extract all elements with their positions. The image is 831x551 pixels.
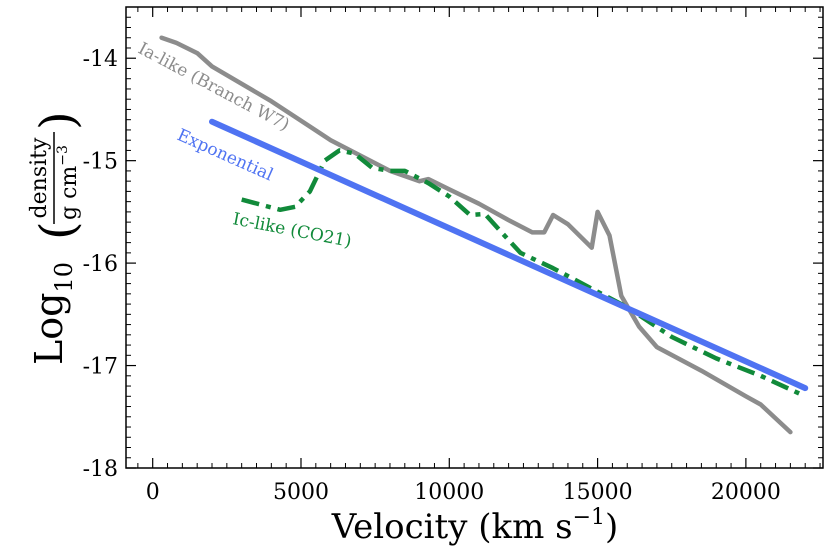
x-axis-title-sup: −1	[573, 505, 605, 530]
x-tick-label: 20000	[711, 480, 781, 505]
y-tick-label: -16	[83, 252, 118, 277]
ticks-layer	[126, 6, 823, 469]
y-tick-label: -14	[83, 47, 118, 72]
y-axis-title: Log10 ( density g cm−3 )	[27, 111, 86, 365]
x-tick-label: 0	[146, 480, 160, 505]
y-axis-title-sub: 10	[50, 262, 78, 293]
y-axis-title-denom-sup: −3	[55, 145, 71, 166]
y-axis-title-log: Log	[27, 293, 71, 365]
plot-frame	[125, 6, 824, 469]
y-tick-label: -18	[83, 457, 118, 482]
y-axis-title-denom-text: g cm	[57, 166, 82, 220]
y-axis-right-paren: )	[30, 111, 86, 130]
tick-labels-layer: 0 5000 10000 15000 20000 -14 -15 -16 -17 -18	[83, 47, 781, 505]
series-line-ia-like-branch-w7	[159, 35, 793, 435]
series-layer	[159, 35, 809, 435]
x-tick-label: 10000	[414, 480, 484, 505]
x-axis-title-tail: )	[605, 507, 618, 547]
x-axis-title-main: Velocity (km s	[331, 507, 573, 547]
y-axis-title-numerator: density	[27, 137, 52, 218]
x-tick-label: 5000	[273, 480, 329, 505]
x-tick-label: 15000	[563, 480, 633, 505]
x-axis-title: Velocity (km s−1)	[331, 505, 619, 547]
series-line-exponential	[209, 118, 809, 392]
plot-lines	[159, 35, 809, 435]
y-axis-left-paren: (	[30, 221, 86, 240]
y-tick-label: -17	[83, 355, 118, 380]
y-axis-title-base: Log10	[27, 262, 78, 365]
y-axis-title-denominator: g cm−3	[55, 145, 82, 220]
y-tick-label: -15	[83, 150, 118, 175]
